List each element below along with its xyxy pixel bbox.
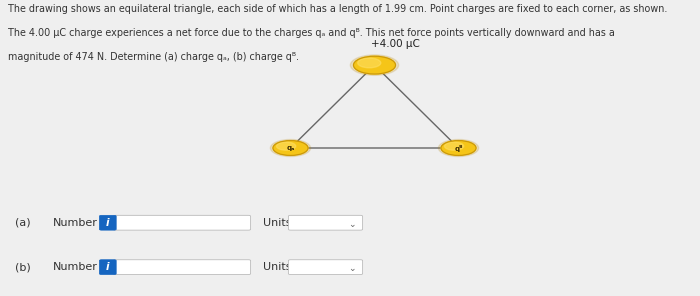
Text: Number: Number [52,218,97,228]
Text: i: i [106,262,109,272]
Circle shape [444,142,464,150]
Text: The drawing shows an equilateral triangle, each side of which has a length of 1.: The drawing shows an equilateral triangl… [8,4,668,15]
FancyBboxPatch shape [113,260,251,275]
FancyBboxPatch shape [99,215,116,230]
Circle shape [354,56,395,74]
Text: qᴮ: qᴮ [454,144,463,152]
Circle shape [351,55,399,75]
FancyBboxPatch shape [113,215,251,230]
Text: Number: Number [52,262,97,272]
Text: (a): (a) [15,218,31,228]
FancyBboxPatch shape [99,260,116,275]
Circle shape [270,139,311,157]
FancyBboxPatch shape [288,260,363,275]
Text: Units: Units [262,262,291,272]
Circle shape [358,58,381,68]
Text: i: i [106,218,109,228]
Circle shape [438,139,479,157]
Text: The 4.00 μC charge experiences a net force due to the charges qₐ and qᴮ. This ne: The 4.00 μC charge experiences a net for… [8,28,615,38]
Text: qₐ: qₐ [286,145,295,151]
Text: (b): (b) [15,262,31,272]
Circle shape [276,142,295,150]
FancyBboxPatch shape [288,215,363,230]
Text: ⌄: ⌄ [349,264,356,273]
Text: ⌄: ⌄ [349,220,356,229]
Circle shape [441,141,476,155]
Circle shape [273,141,308,155]
Text: magnitude of 474 N. Determine (a) charge qₐ, (b) charge qᴮ.: magnitude of 474 N. Determine (a) charge… [8,52,300,62]
Text: +4.00 μC: +4.00 μC [371,39,420,49]
Text: Units: Units [262,218,291,228]
